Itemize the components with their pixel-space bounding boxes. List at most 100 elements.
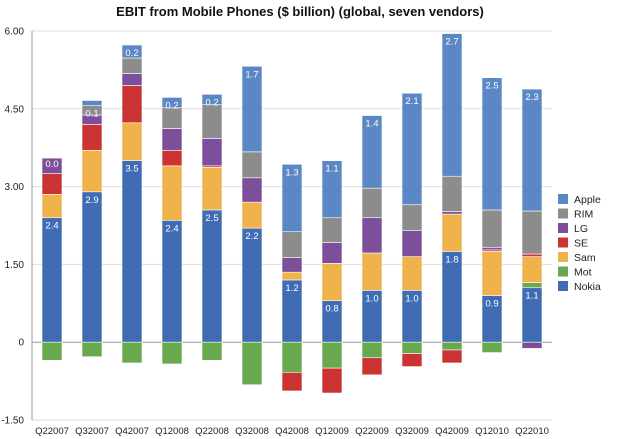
bar-segment-apple [441,33,463,177]
bar-segment-sam [361,252,383,291]
bar-segment-mot [401,341,423,354]
bar-segment-sam [121,122,143,161]
legend-swatch-sam [558,252,568,262]
legend-entry-mot: Mot [558,266,592,279]
bar-segment-sam [161,165,183,221]
bar-segment-nokia [41,217,63,343]
bar-segment-mot [521,282,543,289]
bar-segment-sam [281,271,303,281]
bar-segment-rim [281,231,303,258]
legend-label-nokia: Nokia [574,281,601,293]
data-label-apple: 0.2 [125,48,138,59]
data-label-nokia: 2.4 [45,221,58,232]
legend-label-mot: Mot [574,267,592,279]
bar-segment-sam [401,256,423,291]
bar-segment-rim [361,187,383,219]
legend-entry-nokia: Nokia [558,281,601,293]
x-tick-label: Q12009 [315,426,349,437]
data-label-apple: 0.2 [165,100,178,111]
bar-segment-lg [481,246,503,251]
x-tick-label: Q22009 [355,426,389,437]
data-label-apple: 1.7 [245,69,258,80]
legend-entry-lg: LG [558,223,588,235]
bar-segment-se [281,371,303,392]
bar-segment-apple [161,97,183,109]
legend-label-se: SE [574,238,588,250]
bars [41,33,543,394]
bar-segment-se [121,85,143,124]
bar-segment-lg [201,138,223,167]
y-tick-label: 3.00 [5,182,25,193]
data-label-nokia: 2.9 [85,195,98,206]
bar-segment-apple [361,115,383,189]
data-label-nokia: 1.1 [525,291,538,302]
data-label-nokia: 0.8 [325,304,338,315]
bar-segment-apple [321,160,343,219]
bar-segment-nokia [241,227,263,343]
data-label-nokia: 1.0 [365,293,378,304]
bar-segment-apple [201,93,223,105]
bar-segment-rim [521,210,543,255]
bar-segment-lg [241,177,263,203]
bar-segment-rim [241,151,263,179]
x-tick-label: Q42007 [115,426,149,437]
x-tick-label: Q22010 [515,426,549,437]
bar-segment-lg [161,128,183,151]
bar-segment-sam [241,201,263,229]
bar-segment-lg [281,257,303,273]
bar-segment-apple [81,100,103,106]
bar-segment-sam [41,194,63,219]
bar-segment-apple [401,92,423,206]
bar-segment-se [401,353,423,367]
x-axis: Q22007 Q32007 Q42007 Q12008 Q22008 Q32008 Q420… [35,426,549,437]
data-label-rim: 0.1 [85,109,98,120]
bar-segment-nokia [201,209,223,343]
data-label-nokia: 2.4 [165,223,178,234]
legend-label-lg: LG [574,223,588,235]
bar-segment-se [161,149,183,167]
bar-segment-apple [521,88,543,212]
legend-swatch-rim [558,208,568,219]
y-tick-label: 4.50 [5,104,25,115]
data-label-apple: 2.5 [485,81,498,92]
y-tick-label: 1.50 [5,260,25,271]
bar-segment-rim [481,209,503,248]
data-label-apple: 2.7 [445,37,458,48]
data-label-rim: 0.0 [45,159,58,170]
bar-segment-mot [281,341,303,373]
bar-segment-apple [281,163,303,233]
data-label-apple: 1.4 [365,119,378,130]
x-tick-label: Q32009 [395,426,429,437]
bar-segment-rim [321,217,343,243]
data-label-nokia: 1.8 [445,254,458,265]
legend-entry-rim: RIM [558,208,593,221]
legend-swatch-lg [558,223,568,233]
bar-segment-rim [401,204,423,231]
bar-segment-lg [441,211,463,215]
data-label-apple: 0.2 [205,97,218,108]
bar-segment-se [81,124,103,151]
data-label-nokia: 2.5 [205,213,218,224]
bar-segment-mot [321,341,343,369]
bar-segment-lg [121,73,143,86]
bar-segment-lg [521,341,543,349]
bar-segment-mot [441,341,463,351]
bar-segment-mot [81,341,103,358]
legend-swatch-nokia [558,281,568,291]
data-label-apple: 2.3 [525,92,538,103]
legend-entry-sam: Sam [558,252,596,264]
x-tick-label: Q32007 [75,426,109,437]
x-tick-label: Q12010 [475,426,509,437]
bar-segment-se [521,253,543,257]
x-tick-label: Q22008 [195,426,229,437]
data-labels: 2.4 0.0 2.9 0.1 3.5 0.2 2.4 0.2 2.5 0.2 2.2 1.7 1.2 1… [45,37,538,315]
y-tick-label: -1.50 [1,416,24,427]
x-tick-label: Q32008 [235,426,269,437]
legend-swatch-mot [558,266,568,277]
bar-segment-sam [321,263,343,302]
x-tick-label: Q42009 [435,426,469,437]
data-label-apple: 1.3 [285,167,298,178]
bar-segment-lg [361,217,383,254]
legend-entry-se: SE [558,237,588,250]
